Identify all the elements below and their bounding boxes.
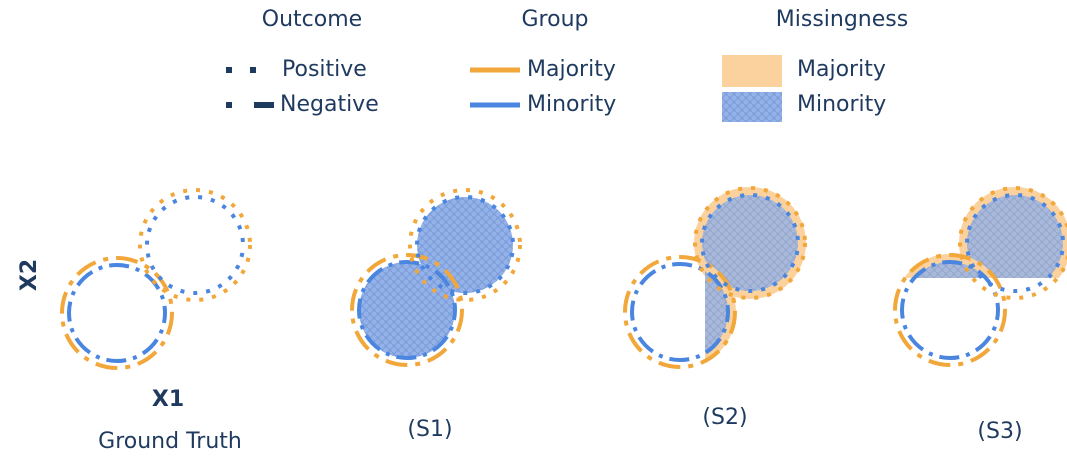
legend-item: Majority: [527, 57, 616, 82]
axis-label: X1: [152, 387, 184, 412]
panel-s3: [893, 186, 1067, 367]
panel-label: (S2): [702, 405, 747, 430]
panel-label: (S3): [977, 419, 1022, 444]
legend-item: Majority: [797, 57, 886, 82]
panel-s1: [350, 188, 522, 367]
legend-item: Minority: [797, 92, 886, 117]
panel-label: (S1): [407, 417, 452, 442]
axis-label: X2: [17, 259, 42, 291]
panel-s2: [623, 186, 807, 369]
panel-ground-truth: [60, 188, 252, 370]
legend-item: Positive: [282, 57, 367, 82]
legend-item: Minority: [527, 92, 616, 117]
legend-title: Group: [522, 7, 589, 32]
panel-label: Ground Truth: [98, 429, 242, 454]
legend-title: Missingness: [776, 7, 908, 32]
legend-title: Outcome: [262, 7, 362, 32]
legend-icon: [226, 55, 782, 122]
legend-item: Negative: [280, 92, 379, 117]
